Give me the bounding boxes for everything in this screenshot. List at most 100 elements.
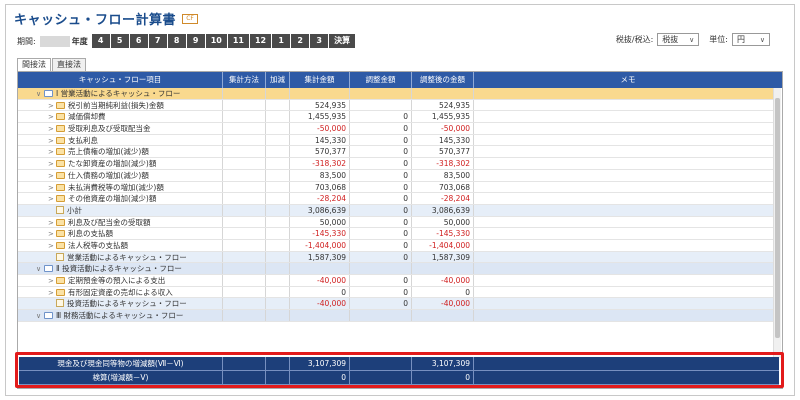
col-adjusted[interactable]: 調整後の金額 [412, 72, 474, 88]
col-method[interactable]: 集計方法 [223, 72, 266, 88]
cell-adj: 0 [350, 239, 412, 251]
tab-direct-method[interactable]: 直接法 [52, 58, 86, 71]
folder-icon [56, 230, 65, 238]
folder-icon [56, 125, 65, 133]
cell-adj [350, 99, 412, 111]
col-sign[interactable]: 加減 [266, 72, 290, 88]
cell-memo [474, 193, 774, 204]
cell-amt: -40,000 [290, 275, 350, 286]
month-button[interactable]: 4 [91, 34, 111, 48]
subtotal-row[interactable]: 営業活動によるキャッシュ・フロー 1,587,309 0 1,587,309 [18, 251, 774, 264]
table-row[interactable]: > 未払消費税等の増加(減少)額 703,068 0 703,068 [18, 181, 774, 194]
table-row[interactable]: > 支払利息 145,330 0 145,330 [18, 134, 774, 147]
table-row[interactable]: > 減価償却費 1,455,935 0 1,455,935 [18, 111, 774, 124]
expand-chevron-icon[interactable]: > [48, 113, 54, 122]
table-row[interactable]: > その他資産の増加(減少)額 -28,204 0 -28,204 [18, 193, 774, 205]
collapse-chevron-icon[interactable]: ∨ [36, 265, 42, 274]
expand-chevron-icon[interactable]: > [48, 160, 54, 169]
expand-chevron-icon[interactable]: > [48, 171, 54, 180]
col-adjustment[interactable]: 調整金額 [350, 72, 412, 88]
tax-mode-select[interactable]: 税抜 ∨ [657, 33, 700, 46]
unit-select[interactable]: 円 ∨ [732, 33, 770, 46]
expand-chevron-icon[interactable]: > [48, 230, 54, 239]
row-label: 法人税等の支払額 [68, 240, 128, 250]
expand-chevron-icon[interactable]: > [48, 195, 54, 204]
fiscal-year-value[interactable] [39, 35, 70, 47]
expand-chevron-icon[interactable]: > [48, 148, 54, 157]
collapse-chevron-icon[interactable]: ∨ [36, 312, 42, 321]
folder-open-icon [44, 312, 53, 320]
month-button[interactable]: 11 [227, 34, 250, 48]
month-button[interactable]: 10 [205, 34, 228, 48]
cell-after [412, 263, 474, 274]
cell-memo [474, 228, 774, 239]
month-button[interactable]: 決算 [329, 34, 357, 48]
cell-adj: 0 [350, 146, 412, 158]
cell-memo [474, 100, 774, 111]
cell-adj [350, 88, 412, 99]
expand-chevron-icon[interactable]: > [48, 218, 54, 227]
scrollbar-thumb[interactable] [775, 98, 780, 338]
cell-memo [474, 263, 774, 274]
cell-after: 83,500 [412, 169, 474, 181]
cell-memo [474, 170, 774, 181]
col-amount[interactable]: 集計金額 [290, 72, 350, 88]
collapse-chevron-icon[interactable]: ∨ [36, 90, 42, 98]
table-row[interactable]: > 定期預金等の預入による支出 -40,000 0 -40,000 [18, 275, 774, 287]
table-row[interactable]: > 利息及び配当金の受取額 50,000 0 50,000 [18, 216, 774, 229]
table-row[interactable]: > 利息の支払額 -145,330 0 -145,330 [18, 228, 774, 240]
row-label: 売上債権の増加(減少)額 [68, 147, 149, 157]
expand-chevron-icon[interactable]: > [48, 288, 54, 297]
table-row[interactable]: > 有形固定資産の売却による収入 0 0 0 [18, 286, 774, 299]
vertical-scrollbar[interactable] [773, 88, 781, 358]
section-row[interactable]: ∨ Ⅲ 財務活動によるキャッシュ・フロー [18, 310, 774, 322]
row-label: Ⅰ 営業活動によるキャッシュ・フロー [56, 89, 181, 98]
month-button[interactable]: 9 [186, 34, 206, 48]
subtotal-row[interactable]: 投資活動によるキャッシュ・フロー -40,000 0 -40,000 [18, 298, 774, 311]
expand-chevron-icon[interactable]: > [48, 241, 54, 250]
folder-icon [56, 218, 65, 226]
cell-after: 1,587,309 [412, 251, 474, 263]
table-row[interactable]: > 仕入債務の増加(減少)額 83,500 0 83,500 [18, 169, 774, 182]
col-memo[interactable]: メモ [620, 75, 636, 84]
expand-chevron-icon[interactable]: > [48, 183, 54, 192]
month-button[interactable]: 5 [110, 34, 130, 48]
section-row[interactable]: ∨ Ⅰ 営業活動によるキャッシュ・フロー [18, 88, 774, 100]
expand-chevron-icon[interactable]: > [48, 277, 54, 285]
tab-indirect-method[interactable]: 間接法 [17, 58, 51, 71]
month-button[interactable]: 8 [167, 34, 187, 48]
subtotal-row[interactable]: 小計 3,086,639 0 3,086,639 [18, 204, 774, 217]
page-title: キャッシュ・フロー計算書 [14, 13, 177, 28]
folder-icon [56, 101, 65, 109]
table-row[interactable]: > 法人税等の支払額 -1,404,000 0 -1,404,000 [18, 239, 774, 252]
cell-adj [350, 310, 412, 321]
cell-adj: 0 [350, 216, 412, 228]
expand-chevron-icon[interactable]: > [48, 101, 54, 110]
month-button[interactable]: 7 [148, 34, 168, 48]
cell-memo [474, 135, 774, 146]
section-row[interactable]: ∨ Ⅱ 投資活動によるキャッシュ・フロー [18, 263, 774, 275]
month-button[interactable]: 3 [310, 34, 330, 48]
cell-memo [474, 158, 774, 169]
month-button[interactable]: 2 [291, 34, 311, 48]
month-button[interactable]: 1 [272, 34, 292, 48]
month-button[interactable]: 12 [249, 34, 273, 48]
row-label: 受取利息及び受取配当金 [68, 124, 151, 134]
row-label: Ⅱ 投資活動によるキャッシュ・フロー [56, 264, 182, 274]
col-item[interactable]: キャッシュ・フロー項目 [18, 72, 223, 88]
cell-amt [290, 263, 350, 274]
table-row[interactable]: > 税引前当期純利益(損失)金額 524,935 524,935 [18, 99, 774, 112]
month-button[interactable]: 6 [129, 34, 149, 48]
row-label: 営業活動によるキャッシュ・フロー [67, 252, 187, 262]
page-header: キャッシュ・フロー計算書 CF [14, 9, 199, 28]
expand-chevron-icon[interactable]: > [48, 125, 54, 134]
cell-after: -28,204 [412, 193, 474, 204]
display-controls: 税抜/税込: 税抜 ∨ 単位: 円 ∨ [616, 33, 770, 46]
cell-adj: 0 [350, 286, 412, 298]
folder-icon [56, 136, 65, 144]
expand-chevron-icon[interactable]: > [48, 136, 54, 145]
table-row[interactable]: > たな卸資産の増加(減少)額 -318,302 0 -318,302 [18, 158, 774, 170]
table-row[interactable]: > 受取利息及び受取配当金 -50,000 0 -50,000 [18, 123, 774, 135]
grid-header: キャッシュ・フロー項目 集計方法 加減 集計金額 調整金額 調整後の金額 メモ [18, 72, 782, 88]
table-row[interactable]: > 売上債権の増加(減少)額 570,377 0 570,377 [18, 146, 774, 159]
